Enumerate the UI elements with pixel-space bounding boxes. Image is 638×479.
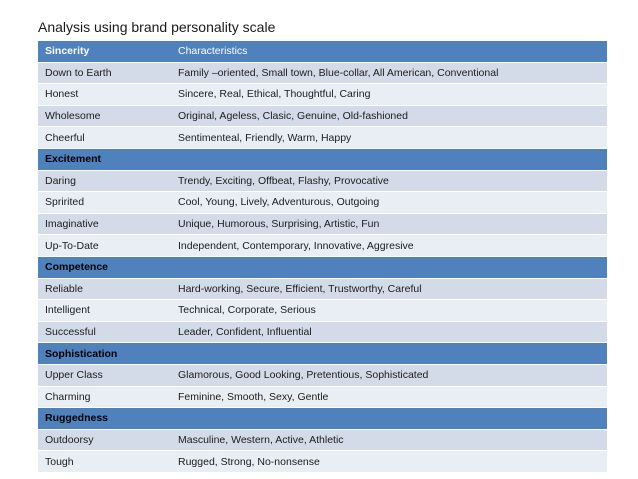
characteristics-cell: Sentimenteal, Friendly, Warm, Happy xyxy=(171,126,607,149)
characteristics-cell: Leader, Confident, Influential xyxy=(171,321,607,344)
trait-cell: Reliable xyxy=(38,278,171,301)
trait-cell: Outdoorsy xyxy=(38,429,171,452)
characteristics-cell xyxy=(171,256,607,279)
characteristics-cell: Hard-working, Secure, Efficient, Trustwo… xyxy=(171,278,607,301)
group-title-cell: Ruggedness xyxy=(38,407,171,430)
table-row: Charming Feminine, Smooth, Sexy, Gentle xyxy=(38,386,607,409)
characteristics-cell: Sincere, Real, Ethical, Thoughtful, Cari… xyxy=(171,83,607,106)
table-row: Wholesome Original, Ageless, Clasic, Genu… xyxy=(38,105,607,128)
table-row: Upper Class Glamorous, Good Looking, Pret… xyxy=(38,364,607,387)
characteristics-cell: Unique, Humorous, Surprising, Artistic, … xyxy=(171,213,607,236)
trait-cell: Cheerful xyxy=(38,126,171,149)
table-group-row: Excitement xyxy=(38,148,607,171)
table-row: Successful Leader, Confident, Influential xyxy=(38,321,607,344)
characteristics-cell xyxy=(171,407,607,430)
table-row: Honest Sincere, Real, Ethical, Thoughtful… xyxy=(38,83,607,106)
table-row: Reliable Hard-working, Secure, Efficient,… xyxy=(38,278,607,301)
characteristics-cell: Glamorous, Good Looking, Pretentious, So… xyxy=(171,364,607,387)
group-title-cell: Sophistication xyxy=(38,342,171,365)
characteristics-cell: Feminine, Smooth, Sexy, Gentle xyxy=(171,386,607,409)
characteristics-cell: Family –oriented, Small town, Blue-colla… xyxy=(171,62,607,85)
characteristics-cell: Independent, Contemporary, Innovative, A… xyxy=(171,234,607,257)
characteristics-cell: Trendy, Exciting, Offbeat, Flashy, Provo… xyxy=(171,170,607,193)
trait-cell: Imaginative xyxy=(38,213,171,236)
table-row: Outdoorsy Masculine, Western, Active, Ath… xyxy=(38,429,607,452)
trait-cell: Wholesome xyxy=(38,105,171,128)
header-cell-dimension: Sincerity xyxy=(38,41,171,63)
characteristics-cell: Masculine, Western, Active, Athletic xyxy=(171,429,607,452)
trait-cell: Down to Earth xyxy=(38,62,171,85)
characteristics-cell: Rugged, Strong, No-nonsense xyxy=(171,450,607,473)
trait-cell: Daring xyxy=(38,170,171,193)
table-row: Daring Trendy, Exciting, Offbeat, Flashy,… xyxy=(38,170,607,193)
table-group-row: Ruggedness xyxy=(38,407,607,430)
table-row: Up-To-Date Independent, Contemporary, Inn… xyxy=(38,234,607,257)
characteristics-cell xyxy=(171,148,607,171)
table-group-row: Sophistication xyxy=(38,342,607,365)
trait-cell: Tough xyxy=(38,450,171,473)
trait-cell: Spririted xyxy=(38,191,171,214)
characteristics-cell: Technical, Corporate, Serious xyxy=(171,299,607,322)
header-cell-characteristics: Characteristics xyxy=(171,41,607,63)
trait-cell: Upper Class xyxy=(38,364,171,387)
page-title: Analysis using brand personality scale xyxy=(38,19,276,35)
brand-personality-table: Sincerity Characteristics Down to Earth F… xyxy=(38,41,607,473)
table-row: Imaginative Unique, Humorous, Surprising,… xyxy=(38,213,607,236)
trait-cell: Up-To-Date xyxy=(38,234,171,257)
trait-cell: Successful xyxy=(38,321,171,344)
group-title-cell: Excitement xyxy=(38,148,171,171)
table-group-row: Competence xyxy=(38,256,607,279)
table-row: Down to Earth Family –oriented, Small tow… xyxy=(38,62,607,85)
characteristics-cell xyxy=(171,342,607,365)
trait-cell: Charming xyxy=(38,386,171,409)
characteristics-cell: Original, Ageless, Clasic, Genuine, Old-… xyxy=(171,105,607,128)
table-row: Tough Rugged, Strong, No-nonsense xyxy=(38,450,607,473)
table-header-row: Sincerity Characteristics xyxy=(38,41,607,63)
group-title-cell: Competence xyxy=(38,256,171,279)
trait-cell: Honest xyxy=(38,83,171,106)
table-row: Spririted Cool, Young, Lively, Adventurou… xyxy=(38,191,607,214)
characteristics-cell: Cool, Young, Lively, Adventurous, Outgoi… xyxy=(171,191,607,214)
table-row: Intelligent Technical, Corporate, Serious xyxy=(38,299,607,322)
table-row: Cheerful Sentimenteal, Friendly, Warm, Ha… xyxy=(38,126,607,149)
trait-cell: Intelligent xyxy=(38,299,171,322)
